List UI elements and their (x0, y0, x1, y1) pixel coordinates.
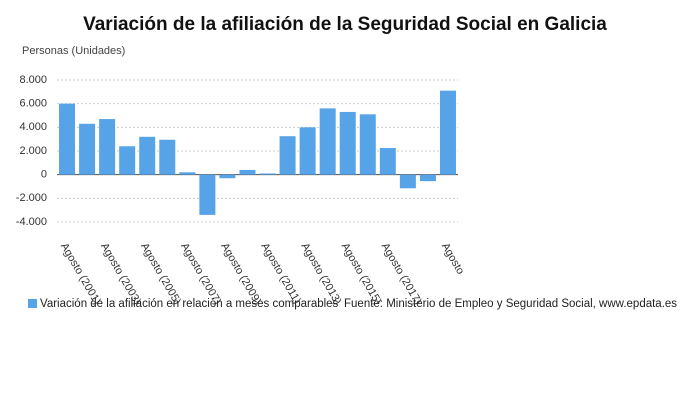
bar (359, 114, 376, 175)
bar (379, 148, 396, 175)
bar (59, 103, 76, 175)
bar (239, 169, 256, 175)
bar (399, 174, 416, 189)
bar (199, 174, 216, 215)
source: Fuente: Ministerio de Empleo y Seguridad… (344, 298, 677, 310)
bar (299, 127, 316, 175)
bar (319, 108, 336, 175)
bar (259, 173, 276, 175)
y-tick-label: 0 (41, 169, 47, 181)
x-tick-label: Agosto (2005) (138, 241, 183, 307)
x-tick-label: Agosto (2013) (299, 241, 344, 307)
bar (159, 139, 176, 175)
bar (79, 123, 96, 175)
legend-swatch (28, 299, 37, 308)
x-tick-label: Agosto (2007) (178, 241, 223, 307)
x-tick-label: Agosto (2015) (339, 241, 384, 307)
y-axis-label: Personas (Unidades) (22, 45, 125, 57)
x-tick-label: Agosto (2011) (258, 241, 303, 306)
bar (179, 172, 196, 175)
x-tick-label: Agosto (439, 241, 467, 277)
x-tick-label: Agosto (2009) (218, 241, 263, 307)
x-tick-label: Agosto (2003) (98, 241, 143, 307)
y-tick-label: 6.000 (19, 98, 47, 110)
bar (339, 111, 356, 175)
y-tick-label: -4.000 (16, 216, 47, 228)
y-tick-label: -2.000 (16, 192, 47, 204)
legend-label: Variación de la afiliación en relación a… (40, 298, 339, 310)
bar (439, 90, 456, 175)
chart-title: Variación de la afiliación de la Segurid… (83, 14, 607, 35)
x-tick-label: Agosto (2017) (379, 241, 424, 307)
y-tick-label: 2.000 (19, 145, 47, 157)
bar (279, 136, 296, 175)
bar (99, 119, 116, 175)
bar (119, 146, 136, 175)
x-tick-label: Agosto (2001) (58, 241, 103, 307)
y-tick-label: 8.000 (19, 74, 47, 86)
bar (419, 174, 436, 182)
bar (139, 136, 156, 175)
y-tick-label: 4.000 (19, 121, 47, 133)
bar (219, 174, 236, 179)
